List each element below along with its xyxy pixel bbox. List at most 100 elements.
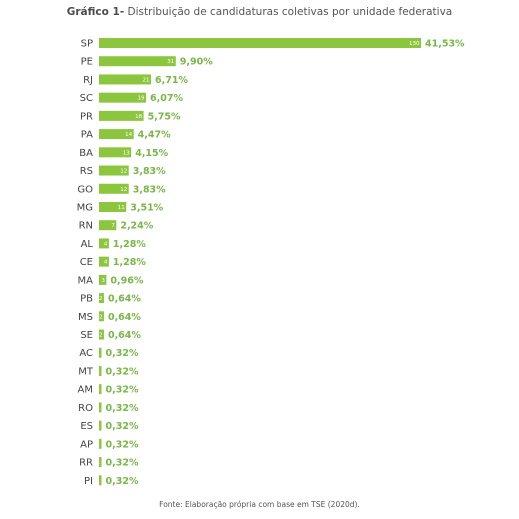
bar-value-label: 19 [138,96,145,102]
bar [99,311,104,322]
bar-value-label: 2 [99,333,103,339]
category-label: MT [78,366,94,377]
category-label: GO [77,184,93,195]
bar [99,293,104,304]
category-label: RS [80,166,93,177]
bar-value-label: 7 [111,223,115,229]
bar [99,420,102,431]
percent-label: 0,64% [108,312,141,323]
category-label: AM [78,385,93,396]
percent-label: 0,32% [106,439,139,450]
category-label: MS [78,312,93,323]
percent-label: 0,96% [110,275,143,286]
percent-label: 0,32% [106,385,139,396]
bar-value-label: 1 [97,351,101,357]
bar [99,92,147,103]
bar [99,365,102,376]
chart-title-text: Distribuição de candidaturas coletivas p… [127,6,453,18]
bar [99,183,129,194]
bar-value-label: 3 [101,278,105,284]
percent-label: 9,90% [180,57,213,68]
bar [99,384,102,395]
bar [99,347,102,358]
bar-value-label: 11 [118,205,125,211]
category-label: SP [81,39,93,50]
category-label: AL [81,239,94,250]
percent-label: 0,32% [106,458,139,469]
percent-label: 3,51% [130,202,163,213]
category-label: AC [79,348,93,359]
percent-label: 0,32% [106,421,139,432]
percent-label: 6,71% [155,75,188,86]
percent-label: 0,32% [106,348,139,359]
percent-label: 5,75% [148,111,181,122]
percent-label: 0,32% [106,476,139,487]
bar-value-label: 14 [125,132,132,138]
bar-value-label: 1 [97,424,101,430]
bar [99,457,102,468]
bar [99,438,102,449]
bar-value-label: 4 [104,241,108,247]
category-label: BA [79,148,93,159]
bar [99,74,152,85]
category-label: CE [80,257,93,268]
percent-label: 0,64% [108,330,141,341]
chart-title-prefix: Gráfico 1- [66,6,125,18]
bar-value-label: 130 [409,41,420,47]
bar-value-label: 1 [97,478,101,484]
bar-value-label: 12 [120,169,127,175]
percent-label: 0,32% [106,366,139,377]
category-label: PB [80,294,93,305]
percent-label: 4,47% [138,130,171,141]
category-label: RR [79,458,93,469]
category-label: SC [80,93,93,104]
bar-value-label: 2 [99,314,103,320]
bar-value-label: 1 [97,442,101,448]
category-label: PE [81,57,93,68]
category-label: PR [80,111,93,122]
bar-value-label: 18 [135,114,142,120]
category-label: MG [77,202,93,213]
bar [99,110,144,121]
bar [99,165,129,176]
category-label: RN [79,221,93,232]
percent-label: 0,32% [106,403,139,414]
percent-label: 6,07% [150,93,183,104]
bar [99,402,102,413]
bar-value-label: 1 [97,460,101,466]
bar [99,220,117,231]
category-label: MA [78,275,94,286]
percent-label: 4,15% [135,148,168,159]
bar [99,147,132,158]
bar-value-label: 4 [104,260,108,266]
bar-value-label: 1 [97,387,101,393]
percent-label: 1,28% [113,239,146,250]
bar-value-label: 1 [97,369,101,375]
bar [99,274,107,285]
bar [99,256,109,267]
bar-value-label: 31 [167,59,174,65]
bar-value-label: 1 [97,405,101,411]
bar [99,56,176,67]
bar-value-label: 13 [123,150,130,156]
category-label: PA [81,130,93,141]
category-label: SE [80,330,93,341]
category-label: PI [84,476,93,487]
percent-label: 0,64% [108,294,141,305]
category-label: RO [78,403,93,414]
percent-label: 2,24% [120,221,153,232]
bar [99,38,421,48]
bar [99,475,102,486]
percent-label: 3,83% [133,166,166,177]
bar [99,129,134,140]
bar [99,329,104,340]
category-label: RJ [83,75,93,86]
percent-label: 3,83% [133,184,166,195]
bar-value-label: 12 [120,187,127,193]
chart-source: Fonte: Elaboração própria com base em TS… [159,500,360,509]
bar-value-label: 2 [99,296,103,302]
chart-title: Gráfico 1- Distribuição de candidaturas … [0,6,519,18]
bar [99,238,109,249]
